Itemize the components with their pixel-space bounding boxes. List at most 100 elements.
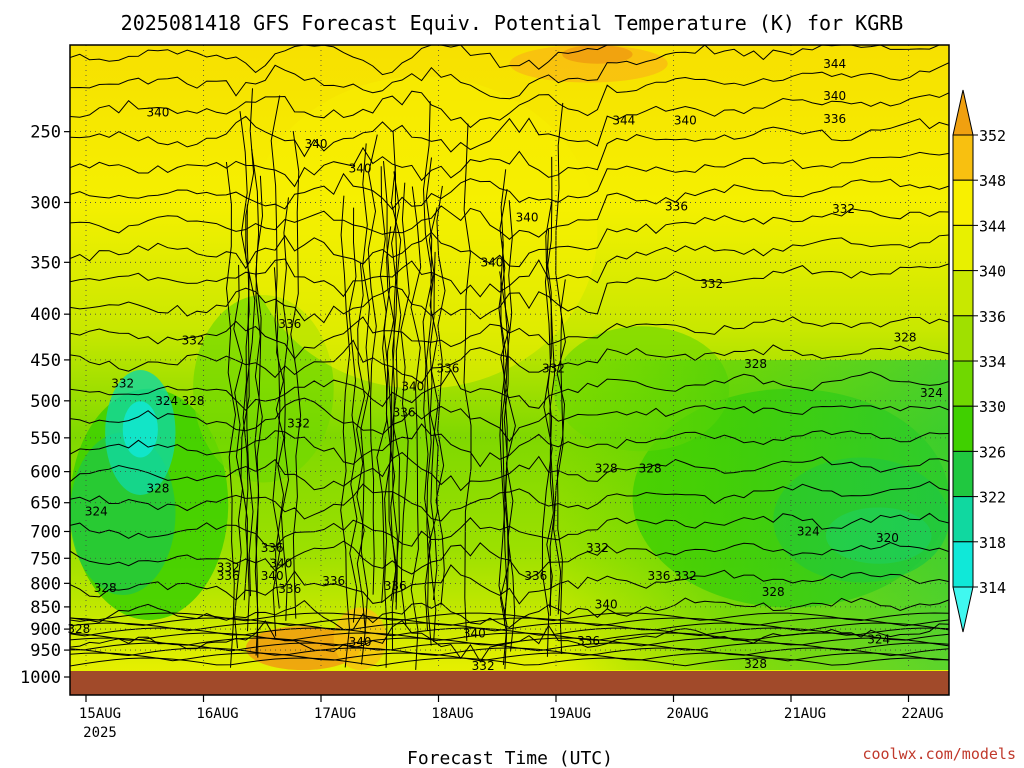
contour-label: 328 — [182, 394, 205, 408]
gridlines — [70, 45, 949, 670]
contour-line — [348, 207, 358, 623]
colorbar-label: 318 — [979, 534, 1006, 552]
contour-line — [556, 279, 566, 655]
contour-label: 328 — [67, 622, 90, 636]
colorbar-arrow-top — [952, 89, 974, 136]
colorbar-label: 344 — [979, 217, 1006, 235]
y-tick-label: 950 — [30, 641, 61, 661]
field-patch — [562, 45, 633, 64]
y-tick-label: 800 — [30, 574, 61, 594]
contour-line — [70, 397, 949, 443]
contour-label: 332 — [700, 277, 723, 291]
contour-line — [499, 169, 508, 626]
contour-line — [410, 186, 422, 670]
contour-line — [367, 134, 378, 595]
contour-line — [356, 261, 366, 665]
colorbar-segment — [952, 270, 974, 317]
contour-label: 328 — [744, 357, 767, 371]
contour-label: 336 — [437, 361, 460, 375]
colorbar-label: 336 — [979, 308, 1006, 326]
contour-line — [70, 151, 949, 210]
y-tick-label: 850 — [30, 598, 61, 618]
contour-line — [360, 143, 371, 634]
contour-label: 340 — [349, 162, 372, 176]
contour-label: 328 — [639, 461, 662, 475]
contour-label: 328 — [744, 657, 767, 671]
contour-label: 324 — [920, 386, 943, 400]
contour-line — [463, 123, 472, 642]
colorbar-label: 314 — [979, 579, 1006, 597]
contour-label: 344 — [612, 114, 635, 128]
x-tick-label: 16AUG — [196, 706, 238, 722]
plot-frame — [69, 44, 950, 696]
contour-line — [428, 207, 439, 601]
field-patch — [245, 76, 598, 389]
x-axis: 2025 15AUG 16AUG 17AUG 18AUG 19AUG 20AUG 21AUG… — [79, 695, 944, 741]
y-tick-label: 750 — [30, 549, 61, 569]
contour-label: 336 — [647, 569, 670, 583]
x-year-label: 2025 — [83, 725, 117, 741]
colorbar-segment — [952, 315, 974, 362]
contour-label: 332 — [674, 569, 697, 583]
contour-label: 328 — [595, 461, 618, 475]
contour-label: 332 — [586, 541, 609, 555]
contour-label: 332 — [832, 202, 855, 216]
contour-label: 332 — [542, 361, 565, 375]
y-tick-label: 550 — [30, 429, 61, 449]
colorbar-segment — [952, 134, 974, 181]
contour-label: 340 — [146, 106, 169, 120]
contour-line — [376, 166, 388, 604]
contour-line — [70, 45, 949, 76]
contour-label: 336 — [524, 569, 547, 583]
y-tick-label: 250 — [30, 123, 61, 143]
y-axis: 2503003504004505005506006507007508008509… — [20, 123, 70, 688]
contour-label: 340 — [674, 114, 697, 128]
contour-line — [290, 131, 302, 619]
contour-label: 340 — [270, 556, 293, 570]
contour-label: 340 — [401, 380, 424, 394]
contour-label: 328 — [146, 482, 169, 496]
contour-line — [70, 617, 949, 627]
y-tick-label: 700 — [30, 522, 61, 542]
contour-line — [400, 182, 410, 626]
contour-label: 340 — [261, 569, 284, 583]
y-tick-label: 500 — [30, 392, 61, 412]
contour-line — [239, 111, 250, 601]
contour-line — [251, 149, 262, 656]
contour-label: 340 — [463, 626, 486, 640]
contour-label: 344 — [823, 57, 846, 71]
contour-label: 328 — [762, 585, 785, 599]
colorbar: 352 348 344 340 336 334 330 326 322 318 314 — [952, 89, 1006, 633]
y-tick-label: 400 — [30, 305, 61, 325]
contour-label: 336 — [384, 579, 407, 593]
contour-label: 328 — [94, 581, 117, 595]
contour-label: 336 — [322, 574, 345, 588]
contour-line — [505, 200, 516, 652]
contour-label: 340 — [305, 137, 328, 151]
contour-line — [546, 229, 554, 608]
x-tick-label: 15AUG — [79, 706, 121, 722]
contour-label: 336 — [261, 541, 284, 555]
contour-line — [70, 45, 949, 100]
colorbar-segment — [952, 179, 974, 226]
colorbar-label: 330 — [979, 398, 1006, 416]
x-tick-label: 19AUG — [549, 706, 591, 722]
y-tick-label: 600 — [30, 463, 61, 483]
contour-label: 340 — [349, 635, 372, 649]
contour-label: 336 — [278, 317, 301, 331]
colorbar-label: 352 — [979, 127, 1006, 145]
colorbar-arrow-bottom — [952, 586, 974, 633]
y-tick-label: 650 — [30, 494, 61, 514]
contour-label: 336 — [577, 634, 600, 648]
contour-line — [70, 564, 949, 605]
contour-label: 332 — [472, 659, 495, 673]
x-tick-label: 21AUG — [784, 706, 826, 722]
contour-label: 336 — [823, 112, 846, 126]
contour-line — [499, 271, 510, 617]
contour-line — [70, 263, 949, 324]
contour-label: 336 — [217, 569, 240, 583]
colorbar-segment — [952, 360, 974, 407]
colorbar-label: 348 — [979, 172, 1006, 190]
contour-line — [70, 657, 949, 667]
